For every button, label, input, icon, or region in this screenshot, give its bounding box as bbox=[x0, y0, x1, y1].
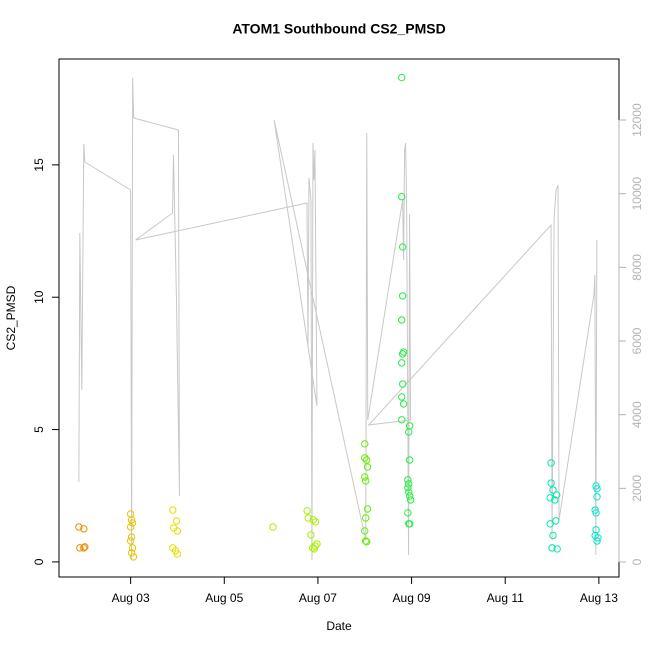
data-point bbox=[398, 350, 407, 358]
data-point bbox=[362, 456, 371, 464]
x-tick-label: Aug 11 bbox=[487, 591, 524, 605]
data-point bbox=[127, 533, 136, 541]
data-point bbox=[75, 523, 83, 531]
data-point bbox=[398, 380, 407, 388]
data-point bbox=[309, 544, 317, 552]
data-point bbox=[547, 459, 555, 467]
data-point bbox=[126, 523, 135, 531]
y-tick-label: 10 bbox=[32, 290, 46, 304]
data-point bbox=[126, 510, 135, 518]
data-point bbox=[546, 520, 554, 528]
data-point bbox=[361, 514, 370, 522]
chart-title: ATOM1 Southbound CS2_PMSD bbox=[232, 21, 445, 37]
data-point bbox=[361, 537, 370, 545]
y2-tick-label: 4000 bbox=[630, 401, 644, 428]
data-point bbox=[398, 393, 406, 401]
y2-tick-label: 12000 bbox=[630, 103, 644, 137]
data-point bbox=[592, 526, 600, 534]
data-point bbox=[128, 519, 137, 527]
data-point bbox=[304, 514, 312, 522]
data-point bbox=[173, 527, 182, 535]
data-point bbox=[593, 537, 601, 545]
data-point bbox=[361, 477, 370, 485]
data-point bbox=[551, 496, 559, 504]
data-point bbox=[307, 531, 315, 539]
data-point bbox=[81, 543, 89, 551]
plot-frame bbox=[58, 58, 620, 578]
x-tick-label: Aug 09 bbox=[393, 591, 431, 605]
x-tick-label: Aug 07 bbox=[299, 591, 337, 605]
data-point bbox=[363, 463, 372, 471]
data-point bbox=[173, 550, 182, 558]
data-point bbox=[129, 553, 138, 561]
data-point bbox=[361, 527, 369, 535]
data-point bbox=[547, 479, 555, 487]
data-point bbox=[398, 73, 406, 82]
data-point bbox=[594, 534, 602, 542]
y-axis-title: CS2_PMSD bbox=[4, 285, 18, 350]
x-tick-label: Aug 05 bbox=[205, 591, 243, 605]
x-tick-label: Aug 13 bbox=[580, 591, 618, 605]
data-point bbox=[311, 518, 320, 526]
data-point bbox=[398, 416, 406, 424]
data-point bbox=[398, 192, 406, 201]
data-point bbox=[398, 243, 407, 251]
data-point bbox=[404, 509, 412, 517]
y2-tick-label: 8000 bbox=[630, 254, 644, 281]
data-point bbox=[406, 520, 414, 528]
data-point bbox=[76, 544, 84, 552]
data-point bbox=[398, 316, 406, 324]
data-point bbox=[406, 496, 415, 504]
data-point bbox=[310, 545, 318, 553]
data-point bbox=[553, 545, 561, 553]
data-point bbox=[406, 492, 414, 500]
data-point bbox=[405, 480, 413, 488]
data-point bbox=[80, 544, 88, 552]
x-axis-title: Date bbox=[326, 619, 352, 633]
y2-tick-label: 10000 bbox=[630, 177, 644, 211]
data-point bbox=[593, 493, 601, 501]
data-point bbox=[404, 476, 412, 484]
data-point bbox=[303, 507, 311, 515]
data-point bbox=[127, 516, 136, 524]
data-point bbox=[399, 400, 408, 408]
data-point bbox=[398, 292, 407, 300]
x-tick-label: Aug 03 bbox=[112, 591, 150, 605]
y-tick-label: 15 bbox=[32, 158, 46, 172]
data-point bbox=[592, 509, 600, 517]
y2-tick-label: 0 bbox=[630, 558, 644, 565]
data-line bbox=[78, 77, 598, 561]
data-point bbox=[128, 544, 137, 552]
y-tick-label: 5 bbox=[32, 426, 46, 433]
data-point bbox=[406, 456, 414, 464]
data-point bbox=[362, 538, 371, 546]
data-point bbox=[309, 516, 317, 524]
data-point bbox=[593, 485, 601, 493]
data-point bbox=[546, 494, 554, 502]
data-point bbox=[363, 505, 372, 513]
y-tick-label: 0 bbox=[32, 558, 46, 565]
y2-tick-label: 2000 bbox=[630, 475, 644, 502]
data-point bbox=[172, 517, 181, 525]
data-point bbox=[404, 484, 412, 492]
data-point bbox=[169, 506, 177, 514]
data-point bbox=[127, 549, 136, 557]
data-point bbox=[549, 486, 557, 494]
data-point bbox=[361, 454, 369, 462]
data-point bbox=[361, 440, 369, 448]
data-point bbox=[405, 428, 413, 436]
data-point bbox=[405, 488, 413, 496]
data-point bbox=[553, 491, 561, 499]
y2-tick-label: 6000 bbox=[630, 327, 644, 354]
data-point bbox=[398, 359, 406, 367]
data-point bbox=[269, 523, 277, 531]
data-point bbox=[549, 531, 557, 540]
data-point bbox=[552, 517, 560, 525]
data-point bbox=[126, 537, 135, 545]
data-point bbox=[361, 473, 369, 481]
data-point bbox=[80, 525, 88, 533]
data-point bbox=[548, 544, 556, 552]
